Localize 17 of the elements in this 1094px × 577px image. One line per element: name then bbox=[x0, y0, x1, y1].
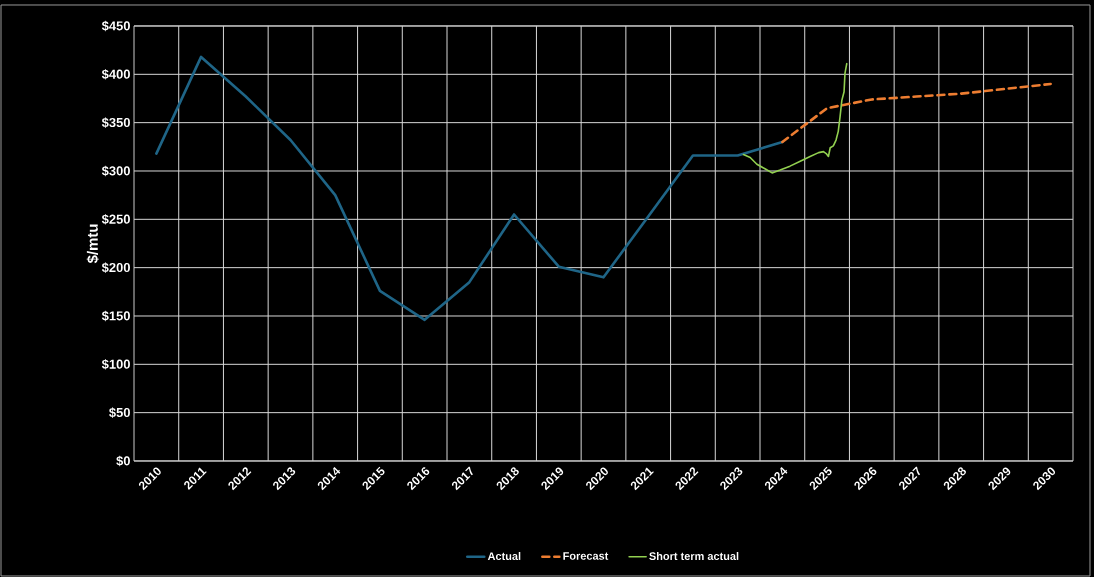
y-tick-label: $200 bbox=[101, 262, 130, 273]
legend-label: Forecast bbox=[563, 552, 609, 560]
legend-label: Actual bbox=[487, 551, 521, 561]
line-series bbox=[781, 82, 1052, 144]
line-series bbox=[155, 55, 784, 322]
y-tick-label: $0 bbox=[116, 455, 130, 467]
y-axis-title: $/mtu bbox=[86, 224, 99, 264]
y-tick-label: $150 bbox=[101, 310, 130, 322]
y-tick-label: $400 bbox=[101, 69, 130, 80]
y-tick-label: $250 bbox=[101, 214, 130, 225]
y-tick-label: $50 bbox=[109, 407, 130, 418]
y-tick-label: $450 bbox=[101, 20, 130, 32]
y-tick-label: $100 bbox=[101, 359, 130, 370]
line-series bbox=[742, 62, 848, 174]
y-tick-label: $350 bbox=[101, 117, 130, 128]
y-tick-label: $300 bbox=[101, 165, 130, 177]
legend-label: Short term actual bbox=[649, 551, 739, 561]
